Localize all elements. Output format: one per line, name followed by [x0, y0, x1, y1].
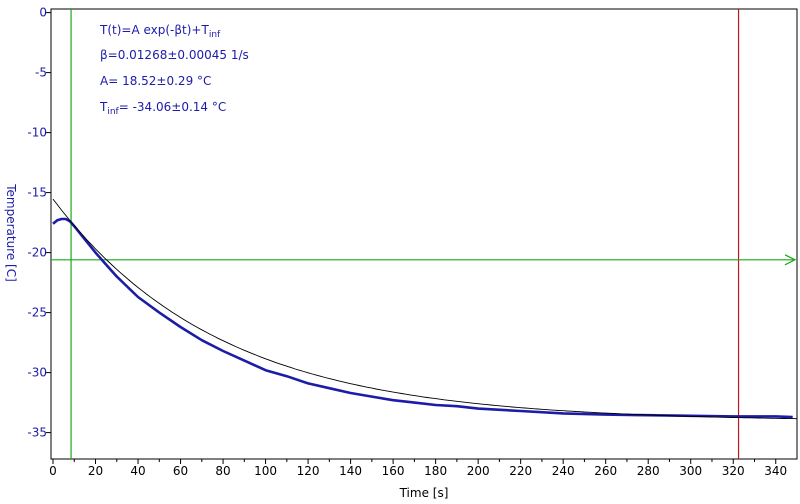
y-axis: 0 -5 -10 -15 -20 -25 -30 -35 [27, 6, 51, 440]
fit-layer [52, 198, 798, 420]
a-text: A= 18.52±0.29 °C [100, 74, 211, 88]
x-tick-label: 120 [297, 464, 320, 478]
y-tick-label: -35 [27, 426, 47, 440]
x-tick-label: 0 [49, 464, 57, 478]
x-tick-label: 220 [509, 464, 532, 478]
x-tick-label: 340 [764, 464, 787, 478]
y-tick-label: -10 [27, 126, 47, 140]
fit-annotation: T(t)=A exp(-βt)+Tinf β=0.01268±0.00045 1… [99, 23, 249, 117]
x-tick-label: 240 [552, 464, 575, 478]
x-tick-label: 20 [88, 464, 103, 478]
x-tick-label: 160 [382, 464, 405, 478]
x-tick-label: 180 [424, 464, 447, 478]
x-tick-label: 100 [254, 464, 277, 478]
arrow-right-icon [784, 254, 797, 266]
x-tick-label: 40 [130, 464, 145, 478]
x-tick-label: 200 [467, 464, 490, 478]
x-tick-label: 60 [173, 464, 188, 478]
series-layer [52, 217, 793, 419]
x-axis-title: Time [s] [399, 486, 449, 500]
y-tick-label: -25 [27, 306, 47, 320]
y-tick-label: -20 [27, 246, 47, 260]
formula-text: T(t)=A exp(-βt)+Tinf [99, 23, 221, 40]
plot-frame [50, 8, 798, 460]
y-axis-title: Temperature [C] [4, 183, 18, 282]
x-tick-label: 280 [637, 464, 660, 478]
y-tick-label: -15 [27, 186, 47, 200]
temperature-series-line [52, 217, 793, 419]
beta-text: β=0.01268±0.00045 1/s [100, 48, 249, 62]
x-tick-label: 260 [594, 464, 617, 478]
x-axis: 0 20 40 60 80 100 120 140 160 180 200 220 240 260 280 3… [49, 459, 787, 478]
x-tick-label: 300 [679, 464, 702, 478]
fit-curve-line [52, 198, 798, 420]
x-tick-label: 140 [339, 464, 362, 478]
y-tick-label: 0 [39, 6, 47, 20]
cursor-lines[interactable] [51, 9, 797, 459]
y-tick-label: -30 [27, 366, 47, 380]
tinf-text: Tinf= -34.06±0.14 °C [99, 100, 226, 117]
x-tick-label: 320 [722, 464, 745, 478]
x-tick-label: 80 [215, 464, 230, 478]
y-tick-label: -5 [35, 66, 47, 80]
